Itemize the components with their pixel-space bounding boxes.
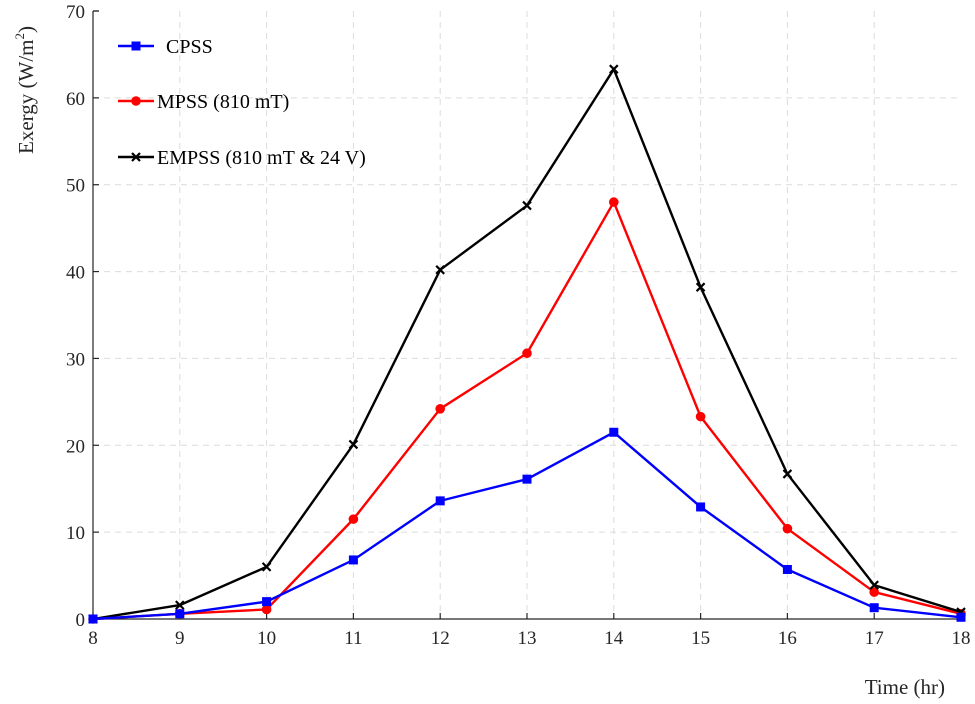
- y-tick-label: 20: [66, 436, 85, 457]
- data-point-mpss: [348, 514, 359, 524]
- series-line-cpss: [92, 431, 962, 621]
- data-point-cpss: [522, 474, 532, 484]
- legend-marker-empss: [131, 152, 141, 162]
- y-tick-label: 10: [66, 523, 85, 544]
- x-tick-label: 11: [344, 628, 362, 649]
- data-point-cpss: [348, 555, 358, 565]
- legend: CPSS MPSS (810 mT) EMPSS (810 mT & 24 V): [118, 36, 366, 169]
- data-point-cpss: [869, 603, 879, 613]
- legend-label-empss: EMPSS (810 mT & 24 V): [157, 147, 366, 169]
- data-point-cpss: [956, 612, 966, 622]
- x-tick-label: 9: [175, 628, 185, 649]
- data-series: [88, 64, 966, 624]
- data-point-cpss: [262, 597, 272, 607]
- x-tick-labels: 8 9 10 11 12 13 14 15 16 17 18: [88, 628, 970, 649]
- legend-label-cpss: CPSS: [166, 36, 213, 58]
- data-point-empss: [175, 600, 185, 610]
- data-point-empss: [695, 282, 706, 292]
- legend-label-mpss: MPSS (810 mT): [157, 91, 289, 113]
- data-point-cpss: [175, 609, 185, 619]
- data-point-cpss: [782, 564, 792, 574]
- y-tick-label: 40: [66, 263, 85, 284]
- x-tick-label: 18: [952, 628, 971, 649]
- x-tick-label: 12: [431, 628, 450, 649]
- x-tick-label: 10: [257, 628, 276, 649]
- x-tick-label: 15: [691, 628, 710, 649]
- data-point-cpss: [88, 614, 98, 624]
- data-point-empss: [869, 580, 879, 590]
- y-axis-label: Exergy (W/m2): [12, 26, 38, 154]
- series-mpss: [88, 197, 966, 624]
- y-tick-label: 50: [66, 176, 85, 197]
- y-axis-label-superscript: 2: [12, 33, 27, 40]
- data-point-mpss: [782, 523, 793, 534]
- data-point-empss: [348, 439, 359, 450]
- series-cpss: [88, 427, 966, 624]
- x-tick-label: 14: [604, 628, 624, 649]
- y-tick-labels: 0 10 20 30 40 50 60 70: [66, 2, 85, 631]
- y-axis-label-main: Exergy (W/m: [14, 40, 38, 155]
- data-point-mpss: [522, 348, 532, 359]
- data-point-mpss: [435, 404, 446, 414]
- legend-marker-mpss: [131, 96, 141, 106]
- legend-entry-cpss: CPSS: [118, 36, 213, 58]
- y-tick-label: 0: [76, 610, 86, 631]
- data-point-empss: [522, 200, 532, 211]
- legend-entry-empss: EMPSS (810 mT & 24 V): [118, 147, 366, 169]
- y-tick-label: 70: [66, 2, 85, 23]
- x-tick-label: 17: [865, 628, 884, 649]
- axes: [92, 10, 962, 620]
- y-tick-label: 30: [66, 349, 85, 370]
- y-axis-label-close: ): [14, 26, 38, 33]
- data-point-empss: [435, 265, 445, 275]
- data-point-mpss: [261, 604, 272, 615]
- data-point-mpss: [695, 411, 706, 422]
- x-tick-label: 16: [778, 628, 797, 649]
- data-point-cpss: [435, 496, 445, 506]
- data-point-cpss: [609, 427, 619, 437]
- x-tick-label: 8: [88, 628, 98, 649]
- data-point-cpss: [696, 502, 706, 512]
- legend-marker-cpss: [131, 41, 141, 51]
- data-point-mpss: [869, 587, 879, 597]
- x-tick-label: 13: [518, 628, 537, 649]
- series-empss: [88, 64, 966, 624]
- data-point-empss: [782, 469, 793, 479]
- data-point-empss: [609, 64, 619, 74]
- data-point-empss: [261, 562, 272, 572]
- x-axis-label: Time (hr): [865, 675, 945, 699]
- grid-lines: [93, 11, 961, 619]
- data-point-mpss: [609, 197, 619, 207]
- legend-entry-mpss: MPSS (810 mT): [118, 91, 289, 113]
- y-tick-label: 60: [66, 89, 85, 110]
